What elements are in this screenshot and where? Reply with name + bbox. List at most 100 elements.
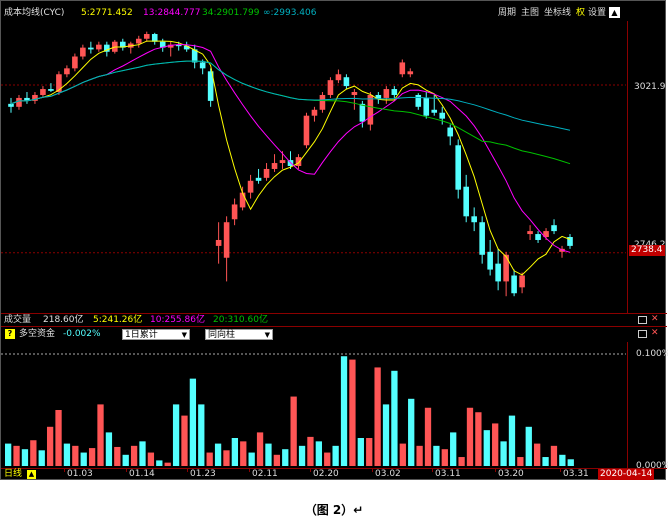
date-tick-label: 01.03 bbox=[67, 469, 93, 479]
candle-body bbox=[447, 127, 454, 137]
main-chart-button[interactable]: 主图 bbox=[521, 8, 540, 18]
coord-line-button[interactable]: 坐标线 bbox=[544, 8, 572, 18]
period-button[interactable]: 周期 bbox=[498, 8, 517, 18]
ma5-value: 5:2771.452 bbox=[81, 8, 133, 18]
period-label[interactable]: 日线 bbox=[4, 469, 23, 479]
fund-bar bbox=[315, 441, 322, 466]
fund-bar bbox=[265, 443, 272, 466]
fund-bar bbox=[567, 459, 574, 466]
candle-body bbox=[487, 251, 493, 270]
fund-bar bbox=[147, 452, 155, 466]
fund-bar bbox=[122, 454, 129, 466]
candle-body bbox=[511, 275, 517, 294]
candle-body bbox=[471, 216, 477, 223]
fund-bar bbox=[46, 426, 54, 466]
fund-bar bbox=[324, 452, 331, 466]
candle-body bbox=[8, 103, 14, 107]
candle-body bbox=[24, 97, 30, 101]
bar-mode-select[interactable]: 同向柱 ▼ bbox=[205, 329, 273, 340]
fund-bar bbox=[340, 356, 348, 466]
fund-bar bbox=[349, 359, 356, 466]
fund-bar bbox=[408, 398, 415, 466]
fund-bar bbox=[366, 438, 373, 466]
separator bbox=[1, 468, 667, 469]
accumulate-select[interactable]: 1日累计 ▼ bbox=[122, 329, 190, 340]
date-tick-label: 01.14 bbox=[129, 469, 155, 479]
candle-body bbox=[351, 92, 358, 95]
fund-value: -0.002% bbox=[63, 329, 101, 339]
candle-body bbox=[423, 97, 430, 116]
period-warning-icon[interactable]: ▲ bbox=[27, 470, 36, 479]
chart-window: 成本均线(CYC) 5:2771.452 13:2844.777 34:2901… bbox=[0, 0, 668, 480]
candle-body bbox=[503, 254, 509, 282]
fund-bar bbox=[525, 426, 532, 466]
fuquan-button[interactable]: 权 bbox=[576, 8, 586, 18]
current-date: 2020-04-14 bbox=[598, 469, 655, 480]
panel-icon-2[interactable] bbox=[638, 330, 647, 338]
candle-body bbox=[519, 275, 525, 288]
date-tick-label: 02.20 bbox=[313, 469, 339, 479]
candle-body bbox=[463, 186, 469, 217]
panel-close-icon-1[interactable]: ✕ bbox=[651, 314, 659, 324]
candle-body bbox=[223, 222, 230, 258]
fund-bar bbox=[240, 441, 247, 466]
separator bbox=[1, 326, 667, 327]
candle-body bbox=[335, 74, 342, 81]
ma34-value: 34:2901.799 bbox=[202, 8, 260, 18]
candle-body bbox=[207, 71, 214, 101]
fund-bar-chart bbox=[1, 353, 626, 466]
collapse-up-icon[interactable]: ▲ bbox=[609, 7, 620, 18]
fund-bar bbox=[332, 445, 339, 466]
volume-ma5: 5:241.26亿 bbox=[93, 315, 143, 325]
candle-body bbox=[175, 44, 182, 47]
candle-body bbox=[383, 89, 390, 98]
date-tick-mark bbox=[560, 468, 561, 472]
bar-mode-select-value: 同向柱 bbox=[208, 330, 236, 340]
settings-button[interactable]: 设置 bbox=[588, 8, 607, 18]
fund-bar bbox=[500, 441, 507, 466]
fund-bar bbox=[559, 454, 566, 466]
fund-title: 多空资金 bbox=[19, 329, 56, 339]
candle-body bbox=[247, 180, 254, 193]
fund-bar bbox=[114, 446, 121, 466]
price-chart bbox=[1, 31, 626, 297]
candle-body bbox=[367, 94, 374, 125]
help-icon[interactable]: ? bbox=[5, 329, 15, 339]
fund-bar bbox=[256, 432, 264, 466]
fund-bar bbox=[273, 454, 281, 466]
panel-icon-1[interactable] bbox=[638, 316, 647, 324]
date-tick-mark bbox=[64, 468, 65, 472]
candle-body bbox=[231, 204, 238, 220]
candle-body bbox=[375, 94, 382, 100]
candle-body bbox=[191, 49, 198, 63]
fund-bar bbox=[433, 445, 440, 466]
volume-ma10: 10:255.86亿 bbox=[150, 315, 205, 325]
candle-body bbox=[80, 47, 86, 57]
candle-body bbox=[56, 74, 62, 93]
fund-bar bbox=[424, 407, 432, 466]
fund-bar bbox=[88, 448, 96, 466]
date-tick-mark bbox=[310, 468, 311, 472]
panel-close-icon-2[interactable]: ✕ bbox=[651, 328, 659, 338]
candle-body bbox=[64, 68, 70, 75]
candle-body bbox=[215, 239, 222, 246]
fund-bar bbox=[156, 460, 163, 466]
candle-body bbox=[32, 94, 38, 101]
candle-body bbox=[311, 109, 318, 116]
fund-bar bbox=[130, 445, 138, 466]
ma34-line bbox=[10, 60, 571, 165]
separator bbox=[1, 313, 667, 314]
candle-body bbox=[40, 89, 46, 95]
candle-body bbox=[151, 34, 158, 42]
ma13-line bbox=[10, 43, 571, 253]
chevron-down-icon: ▼ bbox=[181, 331, 187, 339]
chevron-down-icon: ▼ bbox=[264, 331, 270, 339]
price-axis-divider bbox=[627, 21, 628, 313]
candle-body bbox=[183, 45, 190, 50]
fund-bar bbox=[290, 396, 297, 466]
candle-body bbox=[143, 34, 150, 39]
candle-body bbox=[120, 41, 126, 48]
candle-body bbox=[96, 44, 102, 50]
date-tick-mark bbox=[126, 468, 127, 472]
fund-bar bbox=[307, 436, 314, 466]
